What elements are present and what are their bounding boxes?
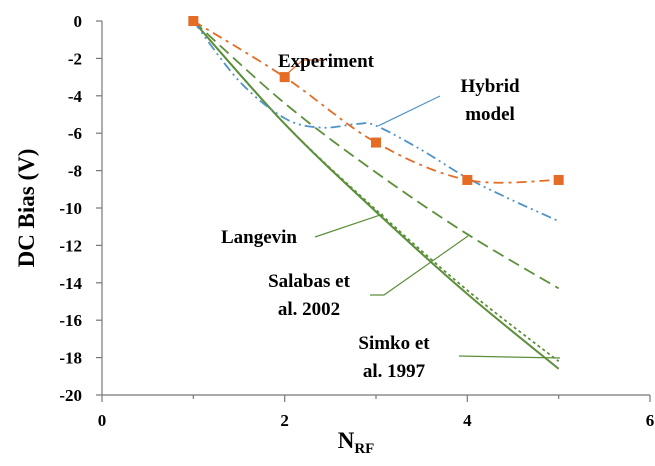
annotation-line: al. 1997 — [363, 361, 426, 382]
series-layer — [188, 16, 564, 370]
x-axis-title-main: N — [338, 428, 355, 453]
annotation-leader-salabas-et-al-2002 — [370, 235, 469, 296]
annotation-leader-experiment — [287, 59, 323, 74]
series-line-hybrid-model — [192, 20, 560, 222]
y-tick-label: -14 — [59, 274, 82, 293]
y-tick-label: -4 — [68, 87, 83, 106]
y-tick-labels: 0 -2 -4 -6 -8 -10 -12 -14 -16 -18 -20 — [59, 12, 82, 405]
annotation-line: Experiment — [278, 51, 375, 72]
y-axis-title: DC Bias (V) — [14, 149, 39, 268]
annotations: Experiment Hybrid model Langevin Salabas et a… — [221, 51, 561, 382]
series-marker-experiment — [188, 16, 199, 26]
series-line-experiment — [192, 20, 559, 184]
y-tick-label: -12 — [59, 236, 82, 255]
series-line-salabas-et-al-2002 — [192, 20, 560, 290]
series-line-langevin — [192, 20, 560, 370]
y-tick-label: -6 — [68, 124, 82, 143]
y-tick-label: 0 — [74, 12, 83, 31]
x-tick-labels: 0 2 4 6 — [98, 411, 655, 430]
annotation-langevin: Langevin — [221, 227, 297, 248]
y-tick-label: -8 — [68, 162, 82, 181]
x-tick-label: 2 — [280, 411, 289, 430]
series-marker-experiment — [371, 137, 381, 148]
annotation-experiment: Experiment — [278, 51, 375, 72]
x-axis-title-subscript: RF — [354, 441, 374, 457]
annotation-line: al. 2002 — [278, 299, 340, 320]
series-marker-experiment — [279, 72, 290, 83]
y-tick-label: -10 — [59, 199, 82, 218]
annotation-line: model — [465, 104, 515, 125]
annotation-leader-langevin — [314, 213, 384, 238]
x-tick-label: 4 — [463, 411, 472, 430]
annotation-line: Langevin — [221, 227, 297, 248]
x-axis-title: NRF — [338, 428, 375, 457]
annotation-line: Salabas et — [268, 271, 350, 292]
series-marker-experiment — [553, 174, 564, 185]
annotation-leader-simko-et-al-1997 — [458, 355, 561, 359]
x-tick-label: 0 — [98, 411, 107, 430]
annotation-hybrid-model: Hybrid model — [460, 76, 520, 125]
series-marker-experiment — [462, 174, 473, 185]
y-tick-label: -2 — [68, 49, 82, 68]
axes — [96, 20, 651, 402]
annotation-leader-hybrid-model — [377, 95, 441, 127]
x-tick-label: 6 — [646, 411, 655, 430]
annotation-salabas-et-al-2002: Salabas et al. 2002 — [268, 271, 350, 320]
y-tick-label: -16 — [59, 311, 82, 330]
annotation-line: Hybrid — [460, 76, 520, 97]
y-tick-label: -20 — [59, 386, 82, 405]
y-tick-label: -18 — [59, 349, 82, 368]
annotation-line: Simko et — [358, 333, 430, 354]
annotation-simko-et-al-1997: Simko et al. 1997 — [358, 333, 430, 382]
